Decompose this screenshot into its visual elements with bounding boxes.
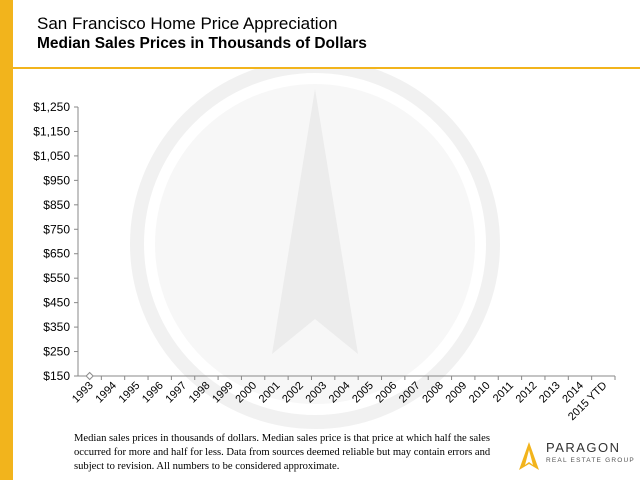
y-tick-label: $1,250 <box>33 100 70 114</box>
y-tick-label: $550 <box>43 271 70 285</box>
logo-mark-icon <box>519 442 539 470</box>
x-tick-label: 1997 <box>163 380 189 406</box>
title-block: San Francisco Home Price Appreciation Me… <box>37 14 367 54</box>
x-tick-label: 1996 <box>140 380 166 406</box>
data-point <box>85 371 94 381</box>
y-tick-label: $150 <box>43 369 70 383</box>
paragon-logo: PARAGON REAL ESTATE GROUP <box>518 440 638 476</box>
y-tick-label: $1,150 <box>33 124 70 138</box>
x-tick-label: 2012 <box>514 380 540 406</box>
y-tick-label: $650 <box>43 247 70 261</box>
logo-name: PARAGON <box>546 440 621 455</box>
series-layer <box>85 371 94 381</box>
axes <box>77 107 615 377</box>
chart-subtitle: Median Sales Prices in Thousands of Doll… <box>37 35 367 52</box>
y-axis-ticks: $1,250 $1,150 $1,050 $950 $850 $750 $650 $550 $4… <box>33 100 78 383</box>
footnote: Median sales prices in thousands of doll… <box>74 433 491 472</box>
y-tick-label: $750 <box>43 222 70 236</box>
title-divider <box>13 67 640 69</box>
x-tick-label: 2011 <box>491 380 516 405</box>
x-tick-label: 1993 <box>70 380 96 406</box>
y-tick-label: $950 <box>43 173 70 187</box>
logo-tagline: REAL ESTATE GROUP <box>546 457 635 464</box>
y-tick-label: $250 <box>43 345 70 359</box>
y-tick-label: $1,050 <box>33 149 70 163</box>
chart-area: $1,250 $1,150 $1,050 $950 $850 $750 $650 $550 $4… <box>33 69 616 429</box>
x-tick-label: 1995 <box>117 380 143 406</box>
y-tick-label: $450 <box>43 296 70 310</box>
x-tick-label: 1994 <box>93 380 119 406</box>
y-tick-label: $850 <box>43 198 70 212</box>
x-tick-label: 2009 <box>444 380 470 406</box>
watermark-logo <box>130 69 500 429</box>
x-tick-label: 2010 <box>467 380 493 406</box>
chart-title: San Francisco Home Price Appreciation <box>37 14 338 33</box>
x-tick-label: 2013 <box>537 380 563 406</box>
y-tick-label: $350 <box>43 320 70 334</box>
accent-sidebar <box>0 0 13 480</box>
